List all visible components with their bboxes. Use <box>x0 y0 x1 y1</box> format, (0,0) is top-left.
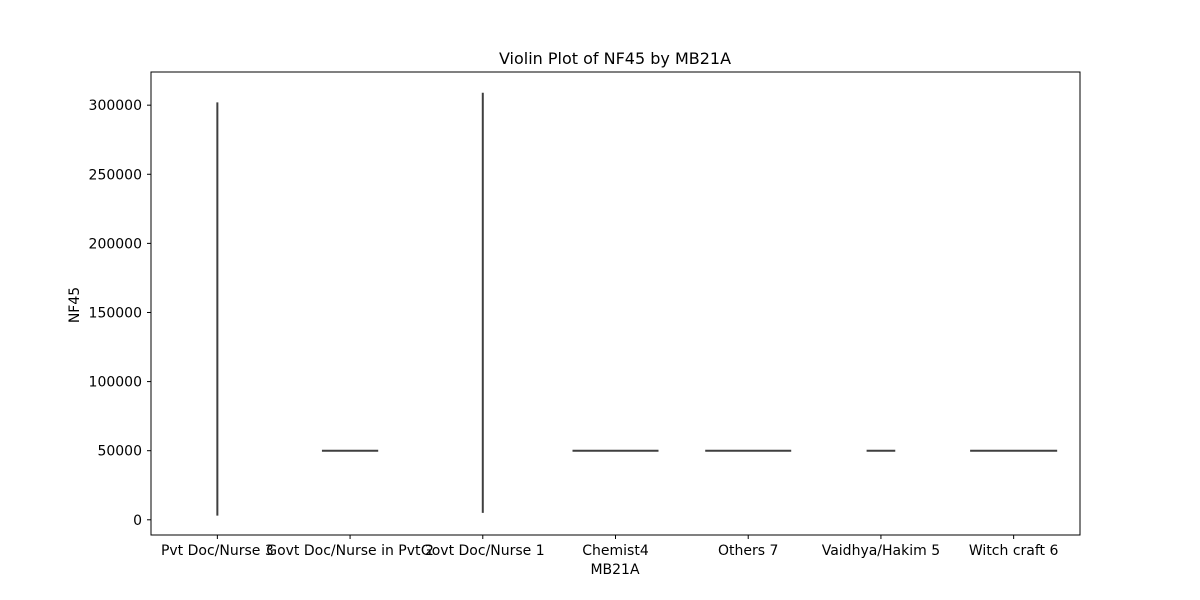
y-axis: 0 50000 100000 150000 200000 250000 300000 <box>89 98 151 529</box>
y-tick-label: 0 <box>133 513 142 529</box>
x-tick-label: Pvt Doc/Nurse 3 <box>161 543 274 559</box>
y-tick-label: 50000 <box>97 444 142 460</box>
x-tick-label: Govt Doc/Nurse in Pvt 2 <box>266 543 434 559</box>
chart-title: Violin Plot of NF45 by MB21A <box>499 49 731 68</box>
x-tick-label: Chemist4 <box>582 543 649 559</box>
y-tick-label: 300000 <box>89 98 142 114</box>
y-axis-label: NF45 <box>67 287 83 323</box>
x-tick-label: Vaidhya/Hakim 5 <box>822 543 940 559</box>
x-axis-label: MB21A <box>590 562 639 578</box>
x-tick-label: Others 7 <box>718 543 778 559</box>
x-tick-label: Govt Doc/Nurse 1 <box>421 543 545 559</box>
y-tick-label: 100000 <box>89 375 142 391</box>
plot-area <box>150 71 1081 536</box>
y-tick-label: 250000 <box>89 167 142 183</box>
plot-frame <box>150 71 1081 536</box>
x-tick-label: Witch craft 6 <box>969 543 1059 559</box>
violin-series <box>216 92 1058 516</box>
y-tick-label: 150000 <box>89 305 142 321</box>
y-tick-label: 200000 <box>89 236 142 252</box>
